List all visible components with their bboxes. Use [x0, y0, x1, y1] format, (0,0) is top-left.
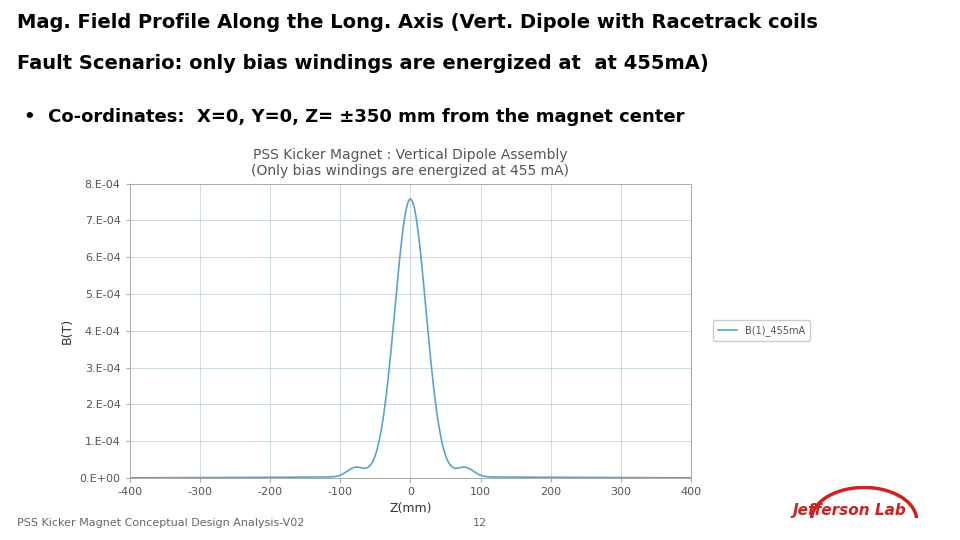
Text: 12: 12 [473, 518, 487, 528]
Line: B(1)_455mA: B(1)_455mA [130, 199, 691, 478]
Text: Jefferson Lab: Jefferson Lab [793, 503, 906, 518]
Legend: B(1)_455mA: B(1)_455mA [713, 320, 810, 341]
B(1)_455mA [364, 463, 375, 470]
X-axis label: Z(mm): Z(mm) [389, 503, 432, 516]
B(1)_455mA [339, 470, 350, 476]
B(1)_455mA [614, 474, 626, 481]
Text: •  Co-ordinates:  X=0, Y=0, Z= ±350 mm from the magnet center: • Co-ordinates: X=0, Y=0, Z= ±350 mm fro… [24, 108, 684, 126]
B(1)_455mA [404, 196, 416, 202]
Title: PSS Kicker Magnet : Vertical Dipole Assembly
(Only bias windings are energized a: PSS Kicker Magnet : Vertical Dipole Asse… [252, 148, 569, 178]
B(1)_455mA [188, 475, 200, 481]
B(1)_455mA [124, 475, 135, 481]
Text: PSS Kicker Magnet Conceptual Design Analysis-V02: PSS Kicker Magnet Conceptual Design Anal… [17, 518, 304, 528]
B(1)_455mA [221, 474, 232, 481]
Text: Fault Scenario: only bias windings are energized at  at 455mA): Fault Scenario: only bias windings are e… [17, 54, 709, 73]
B(1)_455mA [675, 475, 686, 481]
B(1)_455mA [685, 475, 697, 481]
Y-axis label: B(T): B(T) [61, 318, 74, 344]
Text: Mag. Field Profile Along the Long. Axis (Vert. Dipole with Racetrack coils: Mag. Field Profile Along the Long. Axis … [17, 14, 818, 32]
